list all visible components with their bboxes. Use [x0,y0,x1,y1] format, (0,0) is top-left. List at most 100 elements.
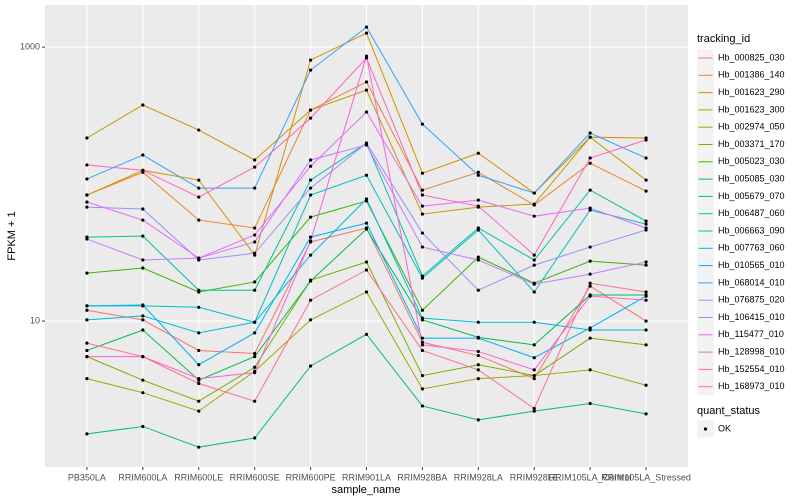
point [308,108,313,112]
point [364,332,369,336]
point [532,282,536,286]
legend-label: Hb_001386_140 [718,70,785,80]
legend-label: Hb_068014_010 [718,277,785,287]
point [420,231,425,235]
point [588,284,592,288]
point [141,424,145,429]
legend-label: Hb_007763_060 [718,243,785,253]
point [364,268,369,272]
point [197,195,201,199]
x-axis-title: sample_name [331,484,400,496]
point [364,56,369,60]
point [308,68,313,72]
point [85,341,89,345]
point [308,158,313,162]
legend-label: Hb_000825_030 [718,52,785,62]
point [588,206,592,210]
point [197,348,201,353]
point [85,318,89,322]
point [476,320,480,324]
point [85,308,89,312]
point [644,383,648,387]
point [532,253,536,257]
point [588,259,592,263]
point [85,304,89,308]
point [420,122,425,126]
point [588,131,592,135]
point [476,151,480,155]
x-tick-label: RRIM600SE [230,472,280,482]
point [644,226,648,230]
point [644,189,648,193]
legend-key-point [703,427,708,431]
legend-label: Hb_001623_290 [718,87,785,97]
point [644,290,648,294]
legend-label: Hb_001623_300 [718,104,785,114]
point [197,288,201,292]
point [532,356,536,360]
point [141,207,145,211]
point [253,436,257,440]
x-tick-label: RRIM105LA_Control [549,472,632,482]
point [253,186,257,190]
point [364,173,369,177]
x-tick-label: RRIM928LA [454,472,503,482]
x-tick-label: RRIM600LE [174,472,223,482]
point [420,204,425,208]
point [253,251,257,255]
x-tick-label: PB350LA [68,472,106,482]
point [197,256,201,260]
point [253,240,257,244]
point [476,418,480,422]
point [476,173,480,177]
x-tick-label: RRIM901LA [342,472,391,482]
point [85,377,89,381]
point [308,318,313,322]
point [197,381,201,386]
point [85,193,89,197]
point [364,80,369,84]
point [85,271,89,275]
point [644,412,648,416]
point [85,355,89,359]
point [253,158,257,162]
point [253,288,257,292]
point [308,58,313,62]
point [141,303,145,307]
point [364,88,369,92]
point [308,298,313,302]
point [364,31,369,35]
point [644,260,648,264]
legend-label: Hb_005679_070 [718,191,785,201]
point [85,205,89,209]
point [588,401,592,406]
point [644,156,648,160]
point [420,373,425,378]
legend-label: Hb_128998_010 [718,346,785,356]
point [532,258,536,262]
point [197,218,201,222]
legend-label: Hb_152554_010 [718,364,785,374]
point [141,378,145,382]
point [420,276,425,280]
point [253,331,257,335]
point [588,281,592,285]
legend-label: Hb_115477_010 [718,329,784,339]
point [197,399,201,403]
point [85,348,89,353]
point [85,136,89,140]
point [253,280,257,284]
point [644,328,648,332]
point [420,404,425,408]
legend-label: Hb_010565_010 [718,260,785,270]
point [85,237,89,241]
point [364,290,369,294]
point [644,222,648,226]
point [197,305,201,309]
point [308,178,313,182]
y-axis-title: FPKM + 1 [6,211,18,260]
point [476,349,480,354]
legend-label: OK [718,423,731,433]
legend-label: Hb_006487_060 [718,208,785,218]
point [197,409,201,413]
